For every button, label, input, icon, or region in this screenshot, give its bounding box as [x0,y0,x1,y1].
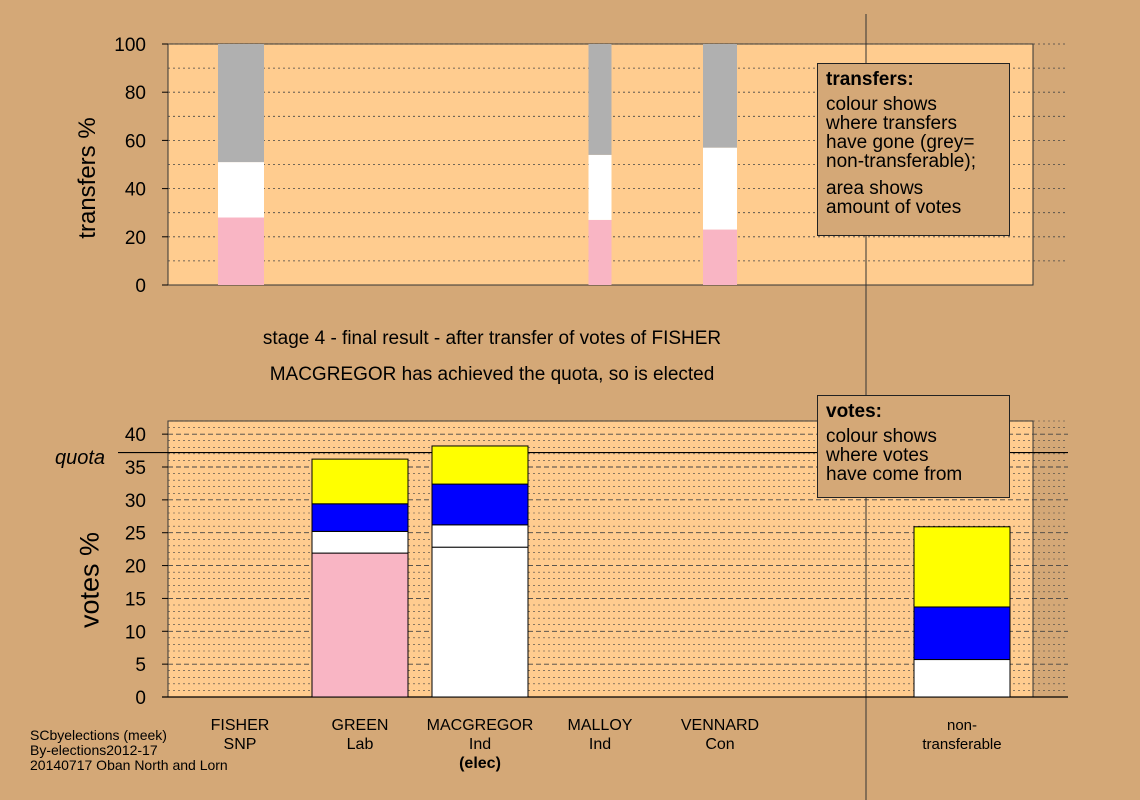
candidate-name: GREEN [331,717,389,734]
votes-y-tick-label: 40 [125,425,146,446]
votes-bar-segment [431,445,529,485]
votes-bar-segment [913,606,1011,661]
votes-bar-segment [311,503,409,532]
footer-line-3: 20140717 Oban North and Lorn [30,757,228,773]
votes-y-tick-label: 30 [125,491,146,512]
candidate-party: Lab [346,736,374,753]
votes-legend: votes: colour shows where votes have com… [817,395,1010,498]
transfers-legend: transfers: colour shows where transfers … [817,63,1010,236]
votes-y-tick-label: 5 [135,655,146,676]
votes-bar-segment [311,530,409,554]
votes-legend-heading: votes: [826,401,882,422]
transfers-bar-segment [588,219,612,285]
candidate-party: Ind [468,736,492,753]
transfers-bar-segment [218,162,264,218]
votes-y-tick-label: 0 [135,688,146,709]
transfers-bar-segment [703,147,737,230]
stage-title: stage 4 - final result - after transfer … [262,328,722,349]
transfers-y-tick-label: 0 [135,276,146,297]
candidate-name: MACGREGOR [426,717,534,734]
transfers-bar-segment [218,217,264,285]
votes-legend-text: colour shows where votes have come from [826,426,963,485]
votes-bar-segment [431,524,529,548]
transfers-y-tick-label: 20 [125,228,146,249]
votes-bar-segment [311,552,409,698]
candidate-label-green: GREEN Lab [295,716,425,754]
candidate-label-non-transferable: non- transferable [897,716,1027,754]
transfers-y-tick-label: 60 [125,131,146,152]
votes-y-tick-label: 20 [125,557,146,578]
transfers-bar-segment [703,44,737,148]
transfers-legend-text: colour shows where transfers have gone (… [826,94,976,172]
candidate-label-vennard: VENNARD Con [655,716,785,754]
transfers-y-tick-label: 100 [114,35,146,56]
votes-y-tick-label: 25 [125,524,146,545]
candidate-name: MALLOY [567,717,633,734]
source-footer: SCbyelections (meek) By-elections2012-17… [30,728,228,773]
votes-bar-segment [913,659,1011,698]
footer-line-1: SCbyelections (meek) [30,727,167,743]
transfers-y-tick-label: 80 [125,83,146,104]
votes-y-tick-label: 35 [125,458,146,479]
transfers-legend-heading: transfers: [826,69,914,90]
quota-label: quota [55,447,106,469]
transfers-bar-segment [588,154,612,220]
candidate-party: SNP [223,736,257,753]
footer-line-2: By-elections2012-17 [30,742,158,758]
votes-bar-segment [431,546,529,698]
votes-y-tick-label: 10 [125,622,146,643]
candidate-label-macgregor: MACGREGOR Ind (elec) [415,716,545,773]
votes-bar-segment [913,526,1011,608]
transfers-y-tick-label: 40 [125,180,146,201]
transfers-legend-note: area shows amount of votes [826,178,962,218]
votes-bar-segment [311,458,409,505]
candidate-label-fisher: FISHER SNP [175,716,305,754]
transfers-bar-segment [588,44,612,155]
candidate-name: non- [946,717,978,734]
candidate-name: FISHER [210,717,270,734]
candidate-party: Ind [588,736,612,753]
transfers-y-axis-label: transfers % [74,117,101,239]
candidate-party: transferable [922,736,1002,753]
elected-status: MACGREGOR has achieved the quota, so is … [269,364,715,385]
candidate-name: VENNARD [680,717,760,734]
votes-y-tick-label: 15 [125,589,146,610]
votes-bar-segment [431,483,529,526]
votes-y-axis-label: votes % [74,531,105,629]
candidate-label-malloy: MALLOY Ind [535,716,665,754]
elected-marker: (elec) [459,755,501,772]
candidate-party: Con [705,736,735,753]
transfers-bar-segment [703,229,737,285]
transfers-bar-segment [218,44,264,163]
